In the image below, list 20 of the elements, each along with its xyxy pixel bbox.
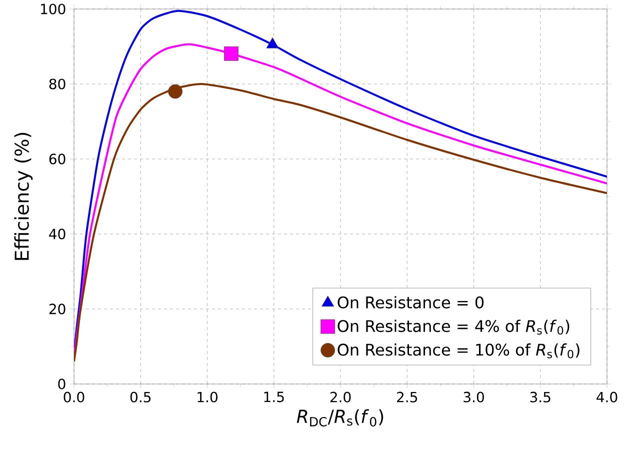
x-tick-label: 1.5 bbox=[264, 392, 284, 402]
y-tick-label: 80 bbox=[49, 78, 66, 90]
y-tick-label: 0 bbox=[58, 378, 66, 390]
x-tick-label: 1.0 bbox=[198, 392, 218, 402]
x-tick-label: 0.5 bbox=[130, 392, 151, 402]
y-tick-label: 100 bbox=[41, 4, 66, 14]
y-tick-label: 20 bbox=[49, 304, 66, 314]
legend-label: On Resistance = 10% of R$_{s}$(f$_{0}$) bbox=[338, 343, 580, 358]
y-axis-title: Efficiency (%) bbox=[14, 132, 33, 260]
x-tick-label: 4.0 bbox=[596, 392, 618, 402]
y-tick-label: 60 bbox=[49, 154, 66, 164]
x-tick-label: 2.0 bbox=[330, 392, 351, 402]
x-tick-label: 3.0 bbox=[464, 392, 484, 402]
text: R$_{DC}$/R$_{s}$(f$_{0}$) bbox=[296, 409, 384, 426]
x-tick-label: 2.5 bbox=[397, 392, 418, 402]
x-tick-label: 3.5 bbox=[530, 392, 550, 402]
legend-label: On Resistance = 0 bbox=[338, 296, 484, 308]
legend-label: On Resistance = 4% of R$_{s}$(f$_{0}$) bbox=[338, 320, 570, 335]
y-tick-label: 40 bbox=[49, 228, 66, 240]
x-tick-label: 0.0 bbox=[64, 392, 84, 402]
